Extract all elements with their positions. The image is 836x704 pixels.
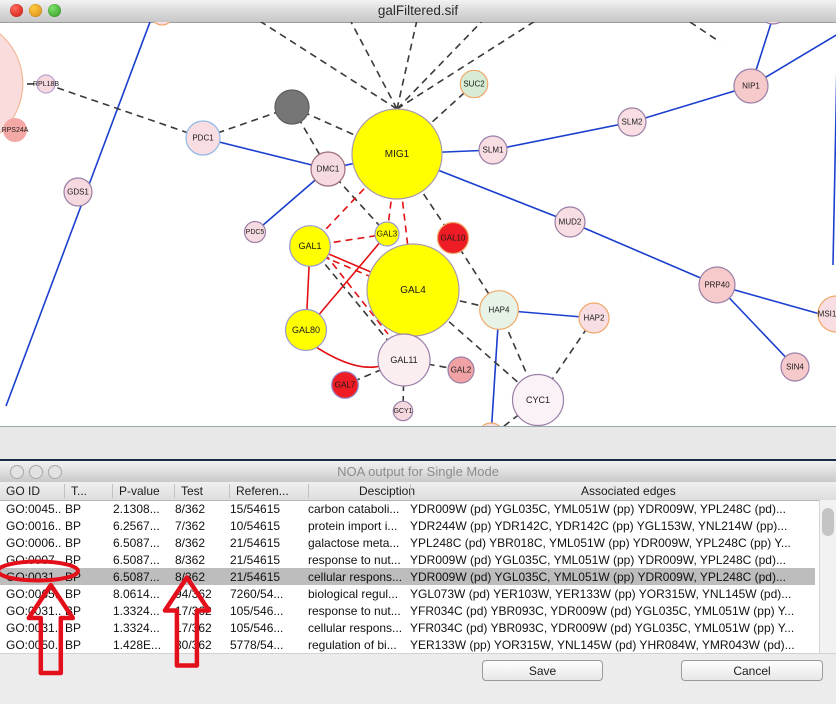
svg-text:SIN4: SIN4	[786, 363, 804, 372]
svg-text:SLM2: SLM2	[622, 118, 643, 127]
svg-text:GAL1: GAL1	[298, 241, 321, 251]
svg-text:GCY1: GCY1	[393, 408, 412, 415]
svg-text:GAL7: GAL7	[335, 381, 356, 390]
svg-text:GAL11: GAL11	[390, 355, 417, 365]
svg-text:MUD2: MUD2	[559, 218, 582, 227]
svg-text:PRP40: PRP40	[704, 281, 730, 290]
svg-text:MIG1: MIG1	[385, 149, 410, 160]
svg-text:RPL18B: RPL18B	[33, 81, 59, 88]
svg-text:GAL3: GAL3	[377, 230, 398, 239]
svg-text:GAL10: GAL10	[441, 234, 466, 243]
svg-text:DMC1: DMC1	[317, 165, 340, 174]
svg-text:HAP2: HAP2	[584, 314, 605, 323]
svg-text:HAP4: HAP4	[489, 306, 510, 315]
svg-text:RPS24A: RPS24A	[2, 127, 29, 134]
svg-text:MSI1: MSI1	[818, 310, 836, 319]
svg-text:PDC1: PDC1	[192, 134, 214, 143]
svg-text:GAL2: GAL2	[451, 366, 472, 375]
svg-text:GAL80: GAL80	[292, 325, 320, 335]
svg-text:GDS1: GDS1	[67, 188, 89, 197]
svg-text:PDC5: PDC5	[246, 229, 265, 236]
svg-text:CYC1: CYC1	[526, 395, 550, 405]
svg-text:SUC2: SUC2	[463, 80, 485, 89]
svg-text:NIP1: NIP1	[742, 82, 760, 91]
svg-text:SLM1: SLM1	[483, 146, 504, 155]
svg-text:GAL4: GAL4	[400, 285, 426, 296]
